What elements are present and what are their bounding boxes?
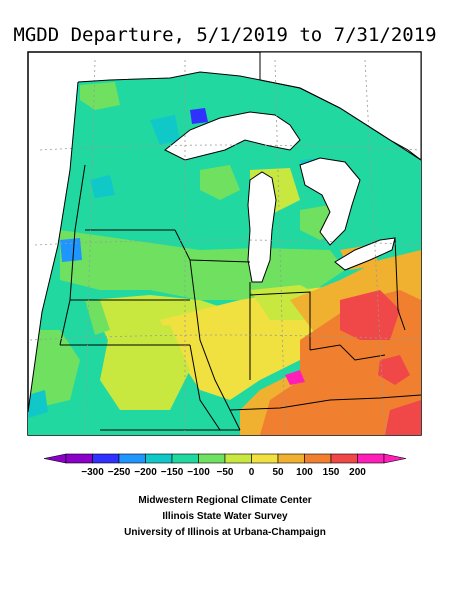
legend-swatch — [145, 453, 173, 464]
legend-swatch — [65, 453, 93, 464]
legend-label: −200 — [134, 467, 157, 478]
region-outline — [28, 71, 421, 413]
legend-swatch — [224, 453, 252, 464]
legend-swatch — [118, 453, 146, 464]
legend-label: 200 — [349, 467, 366, 478]
map-title: MGDD Departure, 5/1/2019 to 7/31/2019 — [13, 24, 437, 46]
legend-label: −250 — [108, 467, 131, 478]
legend-labels: −300 −250 −200 −150 −100 −50 0 50 100 150 200 — [81, 467, 366, 478]
great-lakes — [164, 52, 421, 283]
legend-color-bar — [43, 453, 407, 464]
legend-swatch — [277, 453, 305, 464]
legend-swatch — [304, 453, 332, 464]
legend-label: −150 — [161, 467, 184, 478]
credit-line-2: Illinois State Water Survey — [162, 511, 288, 522]
legend-arrow-high — [383, 453, 407, 464]
credit-line-1: Midwestern Regional Climate Center — [138, 495, 312, 506]
legend-swatch — [92, 453, 120, 464]
legend-label: 0 — [249, 467, 255, 478]
lat-lon-grid — [29, 59, 421, 435]
legend-label: −300 — [81, 467, 104, 478]
legend-swatch — [330, 453, 358, 464]
legend-arrow-low — [43, 453, 67, 464]
legend-swatch — [171, 453, 199, 464]
legend-label: 150 — [323, 467, 340, 478]
state-boundaries — [59, 164, 421, 431]
color-legend: −300 −250 −200 −150 −100 −50 0 50 100 150 200 — [43, 453, 407, 478]
legend-swatch — [198, 453, 226, 464]
legend-swatch — [357, 453, 385, 464]
legend-label: −100 — [187, 467, 210, 478]
legend-label: 50 — [272, 467, 284, 478]
departure-map — [27, 51, 422, 436]
legend-label: 100 — [296, 467, 313, 478]
credit-line-3: University of Illinois at Urbana-Champai… — [124, 527, 326, 538]
legend-swatch — [251, 453, 279, 464]
legend-label: −50 — [217, 467, 234, 478]
credits: Midwestern Regional Climate Center Illin… — [0, 493, 450, 541]
